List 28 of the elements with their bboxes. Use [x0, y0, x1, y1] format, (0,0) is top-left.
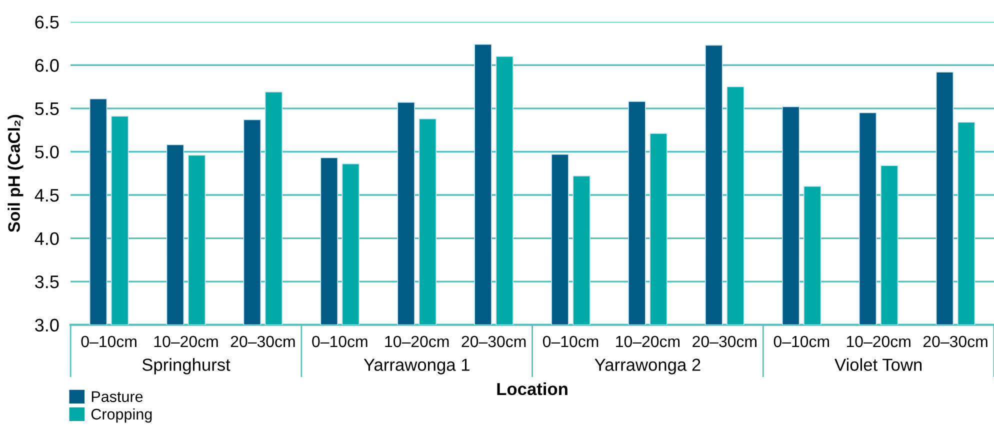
text: Springhurst — [142, 358, 230, 374]
x-tick-label: 0–10cm — [312, 336, 368, 348]
y-tick-label: 3.0 — [35, 318, 59, 332]
y-axis-title: Soil pH (CaCl₂) — [8, 114, 24, 232]
x-tick-label: 0–10cm — [542, 336, 598, 348]
x-axis-title: Location — [497, 382, 568, 396]
text: Yarrawonga 1 — [364, 358, 470, 374]
text: Yarrawonga 2 — [594, 358, 700, 374]
y-tick-label: 3.5 — [35, 275, 59, 288]
legend-label: Pasture — [92, 391, 143, 402]
text: Violet Town — [834, 358, 922, 371]
x-tick-label: 20–30cm — [230, 336, 295, 348]
y-tick-label: 4.5 — [34, 189, 59, 202]
legend-label: Cropping — [91, 408, 152, 423]
x-tick-label: 10–20cm — [846, 336, 910, 348]
y-tick-label: 6.5 — [35, 16, 59, 29]
x-tick-label: 10–20cm — [154, 336, 218, 348]
y-tick-label: 6.0 — [35, 59, 59, 72]
x-tick-label: 20–30cm — [692, 336, 756, 348]
y-tick-label: 4.0 — [34, 232, 59, 245]
x-tick-label: 0–10cm — [81, 336, 136, 348]
x-tick-label: 0–10cm — [774, 336, 829, 348]
x-tick-label: 10–20cm — [616, 336, 680, 348]
x-tick-label: 10–20cm — [385, 336, 449, 348]
x-tick-label: 20–30cm — [462, 336, 526, 348]
y-tick-label: 5.0 — [35, 146, 59, 158]
x-tick-label: 20–30cm — [923, 336, 988, 348]
y-tick-label: 5.5 — [35, 102, 59, 116]
